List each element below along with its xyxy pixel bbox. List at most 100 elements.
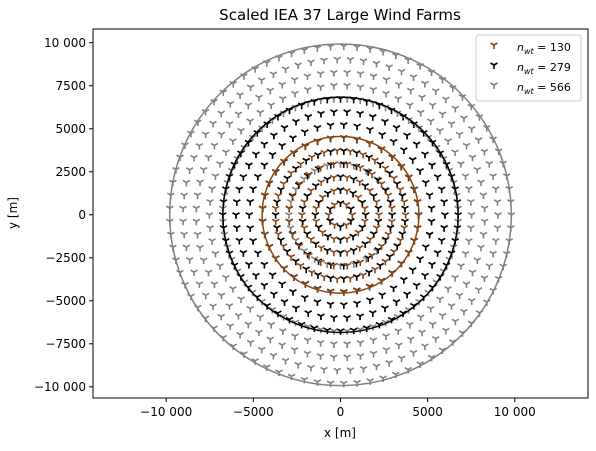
turbine-marker [366, 46, 375, 53]
y-axis: −10 000 −7500 −5000 −2500 0 2500 5000 7500 10 00… [34, 36, 93, 394]
turbine-marker [176, 269, 184, 277]
turbine-marker [436, 150, 444, 158]
turbine-marker [346, 56, 355, 64]
turbine-marker [269, 71, 278, 79]
turbine-marker [428, 139, 437, 147]
turbine-marker [323, 247, 332, 255]
turbine-marker [346, 367, 355, 374]
turbine-marker [494, 148, 503, 156]
turbine-marker [313, 299, 322, 306]
turbine-marker [453, 199, 462, 206]
turbine-marker [480, 148, 489, 156]
turbine-marker [245, 162, 253, 170]
turbine-marker [343, 109, 351, 116]
turbine-marker [474, 287, 483, 294]
turbine-marker [274, 192, 283, 200]
turbine-marker [447, 173, 456, 181]
turbine-marker [343, 249, 352, 257]
turbine-marker [267, 321, 276, 329]
turbine-marker [291, 165, 300, 173]
turbine-marker [311, 241, 320, 248]
turbine-marker [166, 192, 175, 200]
turbine-marker [285, 316, 294, 324]
turbine-marker [467, 103, 476, 111]
turbine-marker [280, 265, 288, 273]
turbine-marker [326, 122, 335, 130]
turbine-marker [287, 50, 296, 58]
turbine-marker [226, 100, 235, 108]
turbine-marker [499, 160, 508, 168]
turbine-marker [353, 287, 361, 295]
turbine-marker [375, 102, 384, 110]
turbine-marker [304, 114, 313, 121]
turbine-marker [196, 179, 204, 187]
turbine-marker [303, 193, 312, 200]
turbine-marker [349, 96, 358, 104]
turbine-marker [499, 263, 508, 271]
turbine-marker [274, 231, 283, 239]
turbine-marker [260, 261, 269, 269]
turbine-marker [397, 163, 406, 171]
turbine-marker [292, 118, 300, 126]
turbine-marker [447, 121, 456, 128]
turbine-marker [448, 339, 457, 346]
chart-title: Scaled IEA 37 Large Wind Farms [219, 6, 461, 24]
turbine-marker [289, 288, 297, 296]
turbine-marker [303, 231, 312, 238]
turbine-marker [385, 253, 394, 261]
turbine-marker [169, 179, 177, 187]
turbine-marker [390, 175, 398, 183]
turbine-marker [416, 256, 424, 263]
turbine-marker [300, 225, 309, 232]
turbine-marker [237, 273, 245, 281]
turbine-marker [372, 199, 381, 206]
y-tick-label: 2500 [55, 165, 86, 179]
turbine-marker [280, 158, 288, 166]
turbine-marker [342, 222, 351, 229]
turbine-marker [244, 321, 253, 329]
turbine-marker [316, 259, 325, 267]
turbine-marker [441, 212, 449, 219]
turbine-marker [235, 237, 244, 245]
turbine-marker [295, 243, 304, 250]
turbine-marker [482, 124, 491, 132]
turbine-marker [312, 205, 321, 213]
turbine-marker [409, 74, 418, 81]
legend-entry: nwt = 566 [517, 81, 571, 96]
turbine-marker [329, 249, 338, 257]
turbine-marker [398, 231, 407, 238]
turbine-marker [329, 174, 338, 182]
turbine-marker [246, 118, 255, 126]
turbine-marker [267, 102, 276, 110]
turbine-marker [412, 282, 421, 290]
turbine-marker [211, 250, 220, 258]
turbine-marker [356, 84, 365, 91]
turbine-marker [278, 281, 286, 289]
turbine-marker [326, 135, 335, 143]
turbine-marker [404, 57, 413, 64]
turbine-marker [287, 253, 295, 261]
turbine-marker [390, 248, 398, 256]
turbine-marker [187, 130, 195, 138]
turbine-marker [193, 304, 202, 312]
turbine-marker [356, 110, 364, 118]
turbine-marker [324, 190, 332, 198]
turbine-marker [376, 262, 385, 270]
turbine-marker [316, 84, 325, 91]
turbine-marker [219, 199, 228, 206]
turbine-marker [289, 274, 298, 282]
turbine-marker [353, 379, 361, 387]
turbine-marker [310, 325, 319, 332]
turbine-marker [252, 151, 260, 159]
turbine-marker [246, 198, 255, 206]
turbine-marker [343, 188, 351, 195]
turbine-marker [277, 237, 285, 245]
turbine-marker [246, 339, 255, 347]
turbine-marker [225, 173, 234, 181]
turbine-marker [455, 292, 464, 300]
turbine-marker [391, 371, 400, 379]
turbine-marker [297, 321, 306, 329]
turbine-marker [405, 249, 413, 257]
